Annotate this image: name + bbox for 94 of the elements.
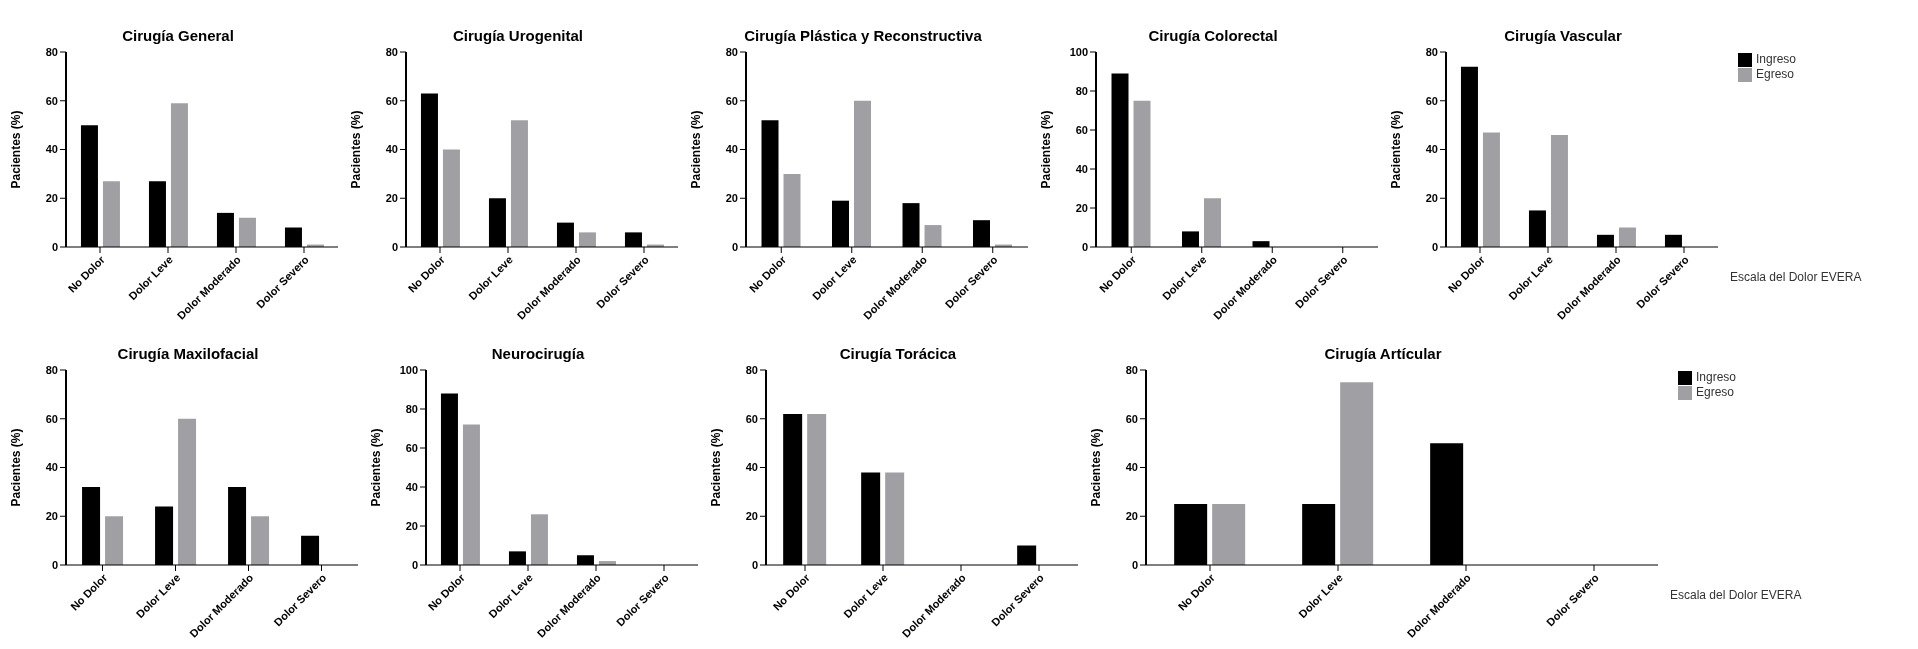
bar <box>1133 100 1151 247</box>
y-tick-label: 0 <box>1131 558 1138 571</box>
x-axis-title: Escala del Dolor EVERA <box>1730 270 1862 284</box>
y-tick-label: 80 <box>1125 363 1138 376</box>
y-tick-label: 20 <box>405 519 418 532</box>
y-tick-label: 0 <box>1431 240 1438 253</box>
y-tick-label: 80 <box>45 45 58 58</box>
y-tick-label: 40 <box>1075 162 1088 175</box>
y-tick-label: 20 <box>1125 510 1138 523</box>
y-axis-title: Pacientes (%) <box>1389 110 1404 189</box>
y-tick-label: 60 <box>725 94 738 107</box>
y-axis-title: Pacientes (%) <box>369 428 384 507</box>
y-tick-label: 0 <box>1081 240 1088 253</box>
chart-title: Cirugía Colorectal <box>1148 26 1278 44</box>
y-axis-title: Pacientes (%) <box>9 110 24 189</box>
y-tick-label: 80 <box>725 45 738 58</box>
bar <box>442 149 460 247</box>
legend-label: Ingreso <box>1756 52 1797 66</box>
y-tick-label: 80 <box>385 45 398 58</box>
y-tick-label: 20 <box>45 192 58 205</box>
bar <box>462 424 480 565</box>
bar <box>924 225 942 247</box>
y-tick-label: 20 <box>745 510 758 523</box>
y-tick-label: 40 <box>1425 143 1438 156</box>
y-tick-label: 80 <box>1425 45 1438 58</box>
bar <box>1204 198 1222 247</box>
y-tick-label: 60 <box>1075 123 1088 136</box>
chart-title: Cirugía Urogenital <box>452 26 583 44</box>
y-axis-title: Pacientes (%) <box>689 110 704 189</box>
y-tick-label: 60 <box>745 412 758 425</box>
bar <box>1340 382 1374 565</box>
bar <box>530 514 548 565</box>
y-tick-label: 40 <box>385 143 398 156</box>
y-tick-label: 80 <box>45 363 58 376</box>
chart-title: Cirugía Torácica <box>839 344 957 362</box>
y-tick-label: 100 <box>1069 45 1088 58</box>
y-tick-label: 0 <box>391 240 398 253</box>
y-tick-label: 60 <box>1125 412 1138 425</box>
y-tick-label: 40 <box>45 461 58 474</box>
y-axis-title: Pacientes (%) <box>349 110 364 189</box>
y-axis-title: Pacientes (%) <box>709 428 724 507</box>
y-tick-label: 60 <box>45 94 58 107</box>
x-axis-title: Escala del Dolor EVERA <box>1670 588 1802 602</box>
y-tick-label: 20 <box>725 192 738 205</box>
bar <box>102 181 120 247</box>
bar <box>1618 227 1636 247</box>
y-tick-label: 60 <box>385 94 398 107</box>
y-tick-label: 60 <box>45 412 58 425</box>
bar <box>578 232 596 247</box>
bar <box>510 120 528 247</box>
y-tick-label: 40 <box>725 143 738 156</box>
y-tick-label: 60 <box>405 441 418 454</box>
bar <box>238 217 256 247</box>
y-tick-label: 20 <box>1075 201 1088 214</box>
y-tick-label: 0 <box>751 558 758 571</box>
bar <box>178 418 197 565</box>
y-axis-title: Pacientes (%) <box>1039 110 1054 189</box>
y-tick-label: 100 <box>399 363 418 376</box>
y-axis-title: Pacientes (%) <box>9 428 24 507</box>
bar <box>1212 504 1246 565</box>
legend-label: Egreso <box>1696 384 1735 399</box>
legend-label: Ingreso <box>1696 370 1737 384</box>
y-tick-label: 40 <box>405 480 418 493</box>
y-tick-label: 20 <box>385 192 398 205</box>
bar <box>854 100 872 247</box>
chart-title: Cirugía Maxilofacial <box>117 344 259 362</box>
y-axis-title: Pacientes (%) <box>1089 428 1104 507</box>
y-tick-label: 0 <box>51 558 58 571</box>
bar <box>105 516 124 565</box>
y-tick-label: 40 <box>1125 461 1138 474</box>
bar <box>807 413 827 565</box>
bar <box>1482 132 1500 247</box>
y-tick-label: 60 <box>1425 94 1438 107</box>
bar <box>783 173 801 247</box>
bar <box>170 103 188 247</box>
y-tick-label: 40 <box>45 143 58 156</box>
bar <box>885 472 905 565</box>
y-tick-label: 20 <box>1425 192 1438 205</box>
y-tick-label: 80 <box>405 402 418 415</box>
chart-title: Cirugía Vascular <box>1504 26 1622 44</box>
legend-label: Egreso <box>1756 66 1795 81</box>
y-tick-label: 80 <box>745 363 758 376</box>
bar <box>251 516 270 565</box>
chart-title: Neurocirugía <box>491 344 585 362</box>
y-tick-label: 80 <box>1075 84 1088 97</box>
y-tick-label: 0 <box>411 558 418 571</box>
chart-title: Cirugía Artícular <box>1324 344 1442 362</box>
chart-title: Cirugía Plástica y Reconstructiva <box>744 26 982 44</box>
y-tick-label: 0 <box>731 240 738 253</box>
chart-title: Cirugía General <box>122 26 234 44</box>
y-tick-label: 0 <box>51 240 58 253</box>
bar <box>1550 134 1568 247</box>
y-tick-label: 40 <box>745 461 758 474</box>
y-tick-label: 20 <box>45 510 58 523</box>
